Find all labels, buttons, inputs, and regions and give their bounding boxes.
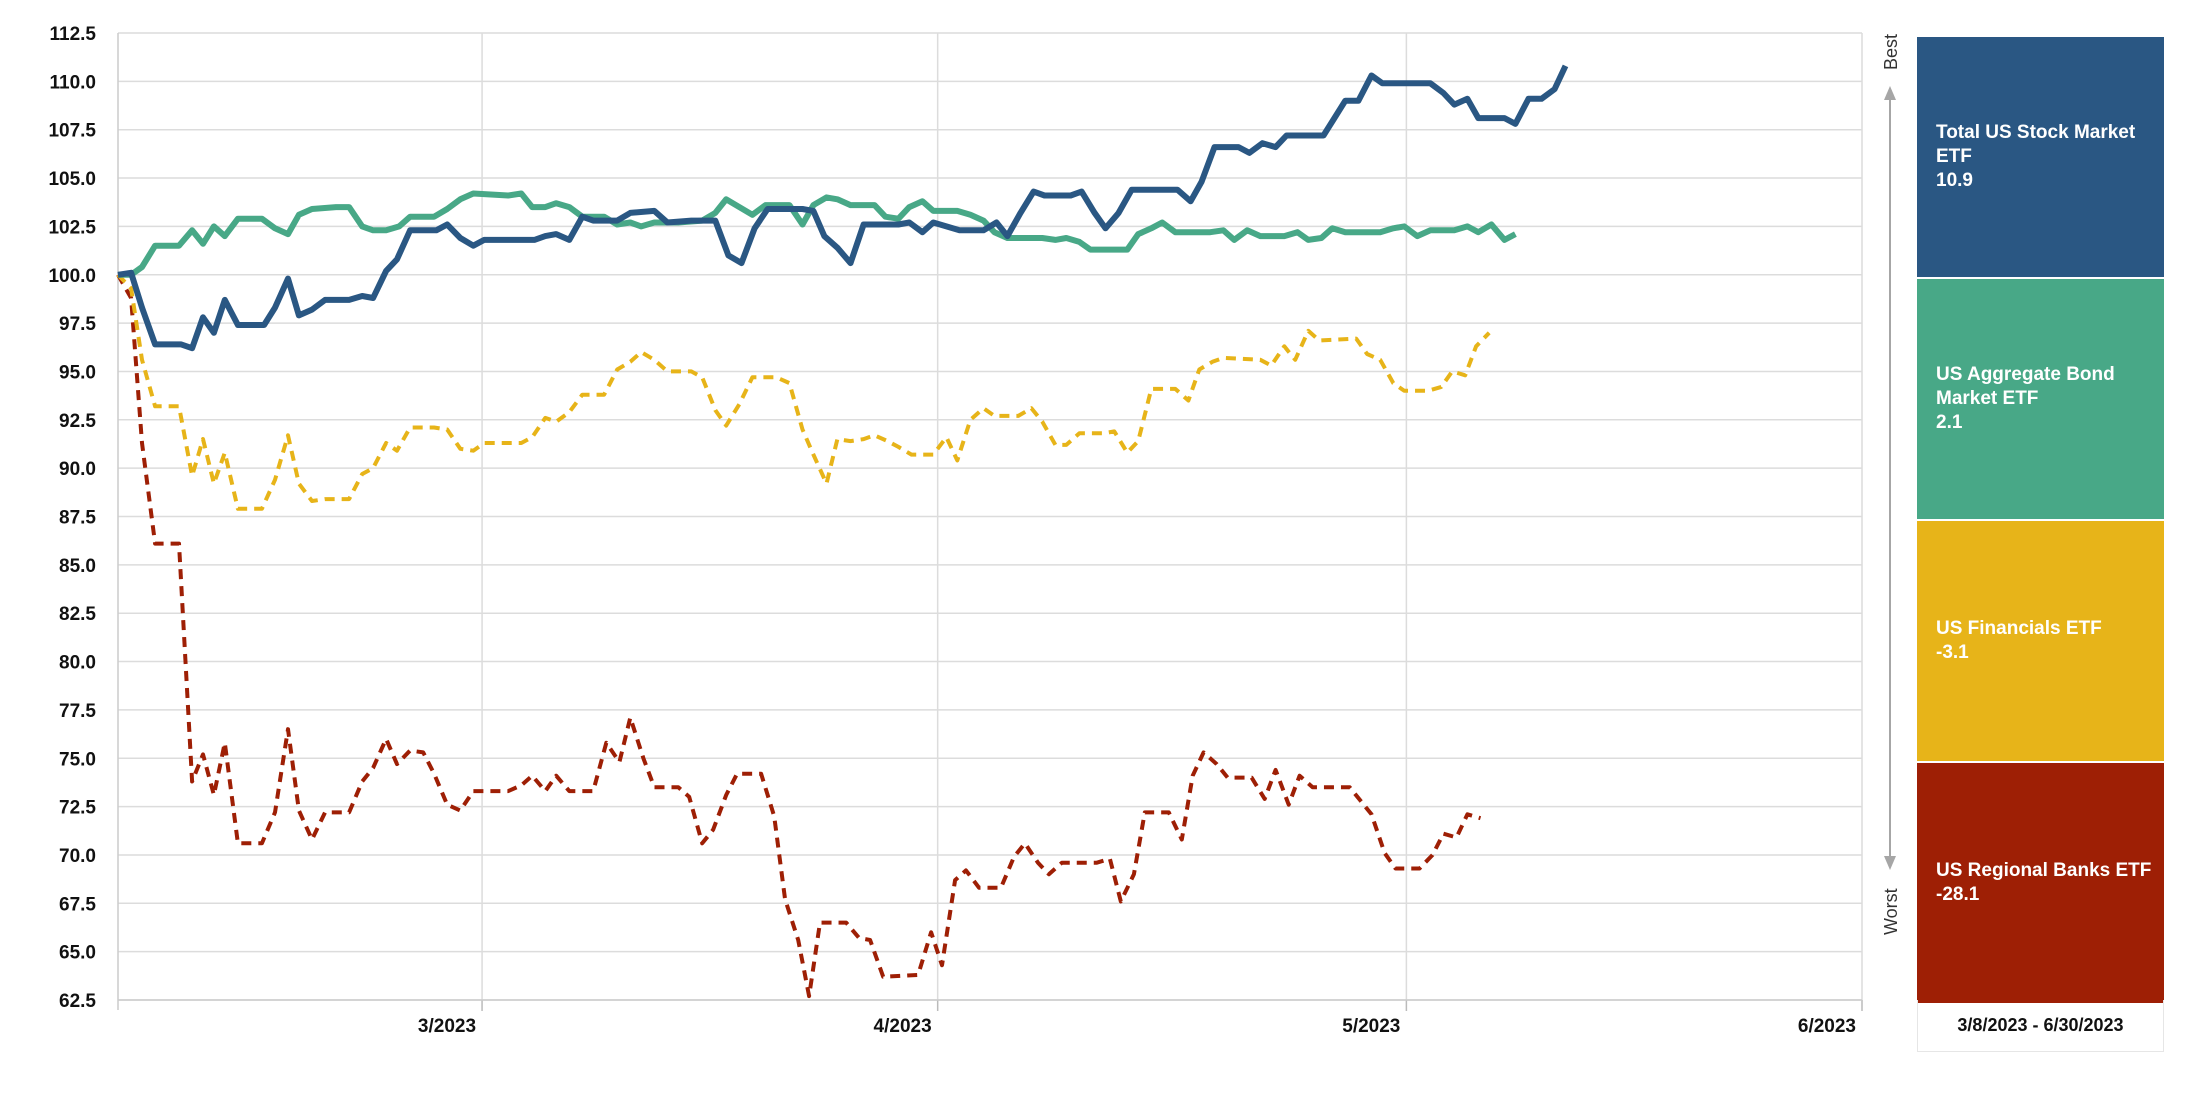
x-tick-label: 3/2023 <box>418 1016 476 1037</box>
axes <box>117 33 1862 1010</box>
legend-series-return: 2.1 <box>1936 412 1963 433</box>
y-tick-label: 85.0 <box>59 556 96 577</box>
y-tick-label: 110.0 <box>50 72 97 93</box>
legend-entry: Total US Stock Market ETF 10.9 <box>1917 37 2164 277</box>
legend-entry: US Regional Banks ETF -28.1 <box>1917 763 2164 1003</box>
rank-arrow-down-head <box>1884 856 1896 870</box>
x-tick-label: 5/2023 <box>1342 1016 1400 1037</box>
rank-arrow-up-head <box>1884 86 1896 100</box>
y-tick-label: 100.0 <box>48 266 96 287</box>
y-tick-label: 97.5 <box>59 314 96 335</box>
y-tick-label: 65.0 <box>59 943 96 964</box>
legend-entry: US Financials ETF -3.1 <box>1917 521 2164 761</box>
legend-series-return: 10.9 <box>1936 170 1973 191</box>
best-worst-arrow: Best Worst <box>1881 34 1901 935</box>
y-tick-label: 102.5 <box>48 217 96 238</box>
y-tick-label: 107.5 <box>48 121 96 142</box>
y-tick-label: 82.5 <box>59 604 96 625</box>
x-tick-labels: 3/2023 4/2023 5/2023 6/2023 <box>418 1016 1856 1037</box>
series-lines <box>116 64 1569 999</box>
x-tick-label: 4/2023 <box>874 1016 932 1037</box>
series-line <box>116 273 1482 999</box>
y-tick-label: 70.0 <box>59 846 96 867</box>
y-tick-label: 72.5 <box>59 798 96 819</box>
y-tick-label: 90.0 <box>59 459 96 480</box>
y-tick-label: 112.5 <box>50 24 97 45</box>
legend-series-name: US Regional Banks ETF <box>1936 860 2152 881</box>
y-tick-label: 105.0 <box>48 169 96 190</box>
y-tick-label: 75.0 <box>59 749 96 770</box>
series-line <box>118 190 1517 278</box>
series-line <box>116 273 1491 511</box>
series-line <box>117 64 1569 352</box>
y-tick-label: 62.5 <box>59 991 96 1012</box>
y-tick-label: 80.0 <box>59 653 96 674</box>
x-tick-label: 6/2023 <box>1798 1016 1856 1037</box>
rank-label-best: Best <box>1881 34 1901 70</box>
legend-series-name: US Aggregate Bond Market ETF <box>1936 364 2115 409</box>
rank-label-worst: Worst <box>1881 888 1901 935</box>
legend-series-name: Total US Stock Market ETF <box>1936 122 2136 167</box>
period-label: 3/8/2023 - 6/30/2023 <box>1917 1000 2164 1052</box>
y-tick-label: 87.5 <box>59 508 96 529</box>
legend-series-name: US Financials ETF <box>1936 618 2102 639</box>
legend-series-return: -3.1 <box>1936 642 1969 663</box>
y-tick-label: 77.5 <box>59 701 96 722</box>
legend-series-return: -28.1 <box>1936 884 1980 905</box>
y-tick-label: 92.5 <box>59 411 96 432</box>
y-tick-label: 95.0 <box>59 362 96 383</box>
gridlines <box>118 32 1863 1011</box>
y-tick-label: 67.5 <box>59 894 96 915</box>
y-tick-labels: 112.5 110.0 107.5 105.0 102.5 100.0 97.5 95.0 92… <box>48 24 96 1012</box>
legend-entry: US Aggregate Bond Market ETF 2.1 <box>1917 279 2164 519</box>
